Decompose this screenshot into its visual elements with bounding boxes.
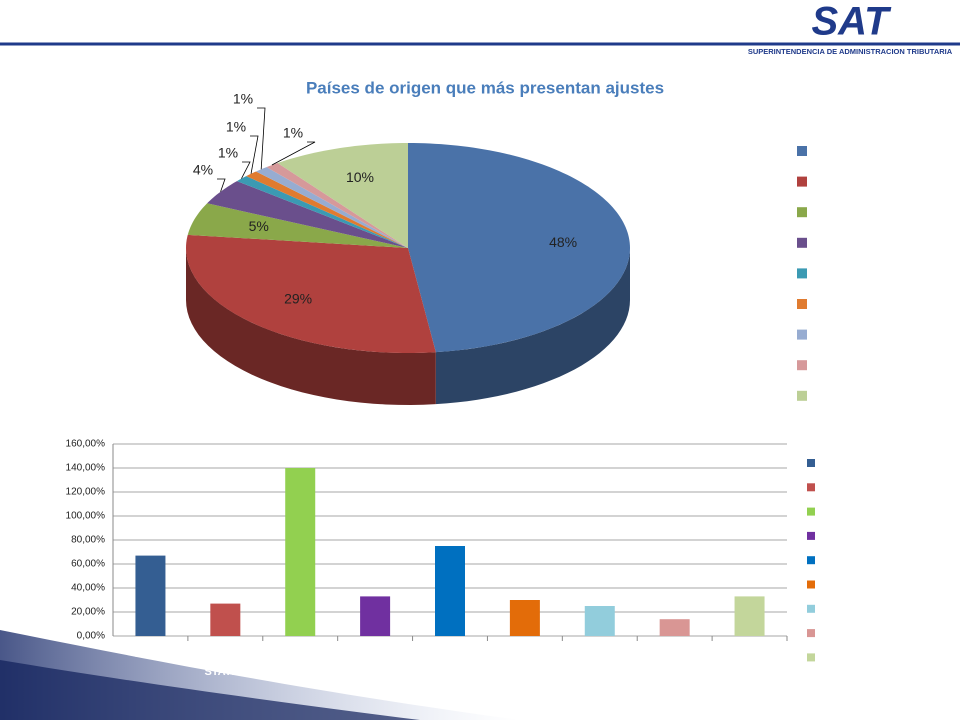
legend-swatch	[797, 176, 807, 187]
data-label: 1%	[218, 145, 238, 161]
x-tick-label: KONG	[433, 648, 467, 660]
y-tick-label: 0,00%	[77, 631, 105, 642]
pie-slice	[236, 176, 408, 248]
pie-slice	[408, 143, 630, 353]
bar	[509, 600, 540, 636]
leader-line	[257, 107, 266, 170]
bar	[210, 603, 241, 636]
legend-swatch	[797, 268, 807, 279]
x-tick-label: D.F. aa	[357, 648, 393, 660]
legend-swatch	[807, 653, 815, 662]
legend-swatch	[807, 531, 815, 540]
legend-swatch	[807, 483, 815, 492]
bar	[435, 546, 465, 636]
y-tick-label: 40,00%	[71, 583, 105, 594]
data-label: 1%	[226, 119, 246, 135]
pie-slice	[186, 234, 436, 353]
x-tick-label: UNITED STATES	[204, 648, 247, 678]
y-tick-label: 140,00%	[66, 463, 106, 474]
legend-swatch	[797, 299, 807, 309]
pie-slice	[187, 203, 408, 248]
pie-slice	[277, 143, 408, 248]
bar	[659, 619, 690, 636]
legend-swatch	[797, 146, 807, 156]
x-tick-label: CHINA	[133, 648, 168, 660]
legend-swatch	[797, 207, 807, 218]
bar	[360, 596, 391, 636]
legend-swatch	[807, 604, 815, 613]
leader-line	[250, 135, 259, 174]
y-tick-label: 160,00%	[66, 439, 106, 450]
legend-swatch	[807, 556, 815, 565]
legend-swatch	[807, 459, 815, 467]
pie-slice	[207, 181, 408, 248]
data-label: 48%	[549, 234, 577, 250]
data-label: 5%	[249, 218, 269, 234]
leader-line	[217, 178, 226, 192]
logo-subtitle: Superintendencia de Administracion Tribu…	[748, 47, 953, 56]
pie-side	[186, 248, 436, 405]
data-label: 1%	[233, 91, 253, 107]
bar	[135, 555, 166, 636]
bar	[584, 606, 615, 636]
y-tick-label: 100,00%	[66, 511, 106, 522]
legend-swatch	[807, 580, 815, 589]
pie-slice	[246, 171, 408, 248]
decoration	[0, 660, 420, 720]
pie-side	[435, 248, 630, 405]
legend-swatch	[807, 629, 815, 638]
data-label: 1%	[283, 125, 303, 141]
leader-line	[271, 141, 316, 166]
y-tick-label: 80,00%	[71, 535, 105, 546]
bar	[285, 468, 316, 636]
data-label: 10%	[346, 169, 374, 185]
leader-line	[241, 161, 251, 179]
data-label: 29%	[284, 291, 312, 307]
bar	[734, 596, 765, 636]
legend-swatch	[797, 390, 807, 401]
pie-slice	[256, 167, 408, 248]
legend-swatch	[797, 329, 807, 340]
y-tick-label: 120,00%	[66, 487, 106, 498]
legend-swatch	[807, 507, 815, 516]
legend-swatch	[797, 360, 807, 371]
y-tick-label: 60,00%	[71, 559, 105, 570]
y-tick-label: 20,00%	[71, 607, 105, 618]
pie-slice	[266, 163, 408, 248]
legend-swatch	[797, 237, 807, 248]
logo: SAT	[811, 0, 892, 44]
chart-title: Países de origen que más presentan ajust…	[306, 78, 664, 97]
data-label: 4%	[193, 162, 213, 178]
